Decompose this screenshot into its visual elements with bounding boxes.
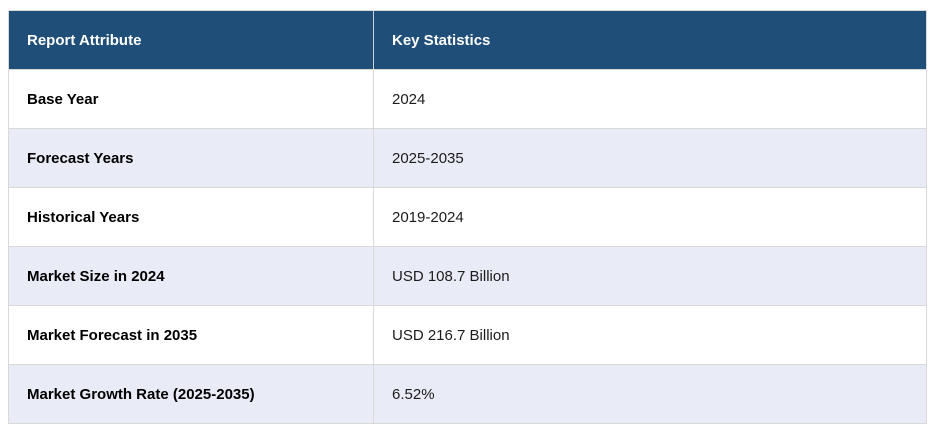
row-attribute: Historical Years xyxy=(8,187,374,247)
row-value: 2024 xyxy=(373,69,927,129)
row-value: 2019-2024 xyxy=(373,187,927,247)
row-value: USD 108.7 Billion xyxy=(373,246,927,306)
table-header: Report Attribute Key Statistics xyxy=(8,10,927,70)
row-value: USD 216.7 Billion xyxy=(373,305,927,365)
table-row: Base Year 2024 xyxy=(8,69,927,129)
row-value: 6.52% xyxy=(373,364,927,424)
column-header-key-statistics: Key Statistics xyxy=(373,10,927,70)
table-row: Market Forecast in 2035 USD 216.7 Billion xyxy=(8,305,927,365)
table-body: Base Year 2024 Forecast Years 2025-2035 Hist… xyxy=(8,69,927,424)
table-row: Market Size in 2024 USD 108.7 Billion xyxy=(8,246,927,306)
row-attribute: Market Size in 2024 xyxy=(8,246,374,306)
row-attribute: Market Forecast in 2035 xyxy=(8,305,374,365)
report-statistics-table-container: Report Attribute Key Statistics Base Yea… xyxy=(8,10,927,424)
column-header-report-attribute: Report Attribute xyxy=(8,10,374,70)
row-value: 2025-2035 xyxy=(373,128,927,188)
row-attribute: Base Year xyxy=(8,69,374,129)
table-row: Historical Years 2019-2024 xyxy=(8,187,927,247)
report-statistics-table: Report Attribute Key Statistics Base Yea… xyxy=(8,10,927,424)
header-row: Report Attribute Key Statistics xyxy=(8,10,927,70)
table-row: Market Growth Rate (2025-2035) 6.52% xyxy=(8,364,927,424)
row-attribute: Forecast Years xyxy=(8,128,374,188)
table-row: Forecast Years 2025-2035 xyxy=(8,128,927,188)
row-attribute: Market Growth Rate (2025-2035) xyxy=(8,364,374,424)
